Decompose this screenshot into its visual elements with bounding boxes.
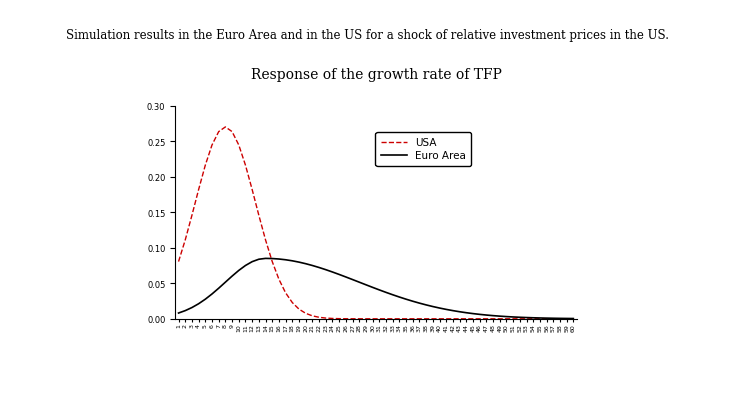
USA [569, 317, 577, 321]
Line: USA: USA [179, 128, 573, 319]
USA [221, 125, 230, 130]
USA [315, 315, 323, 320]
USA [429, 317, 437, 321]
Euro Area [174, 311, 183, 316]
Euro Area [295, 260, 304, 265]
Euro Area [241, 263, 250, 268]
Euro Area [315, 265, 323, 270]
Legend: USA, Euro Area: USA, Euro Area [375, 133, 471, 166]
USA [247, 188, 256, 193]
Text: Response of the growth rate of TFP: Response of the growth rate of TFP [250, 68, 502, 82]
USA [281, 291, 290, 296]
USA [295, 307, 304, 312]
Euro Area [308, 263, 317, 268]
Euro Area [569, 316, 577, 321]
Text: Simulation results in the Euro Area and in the US for a shock of relative invest: Simulation results in the Euro Area and … [66, 29, 669, 42]
USA [174, 259, 183, 264]
USA [308, 314, 317, 319]
Euro Area [281, 258, 290, 263]
Euro Area [429, 304, 437, 309]
Line: Euro Area: Euro Area [179, 259, 573, 319]
Euro Area [261, 256, 270, 261]
